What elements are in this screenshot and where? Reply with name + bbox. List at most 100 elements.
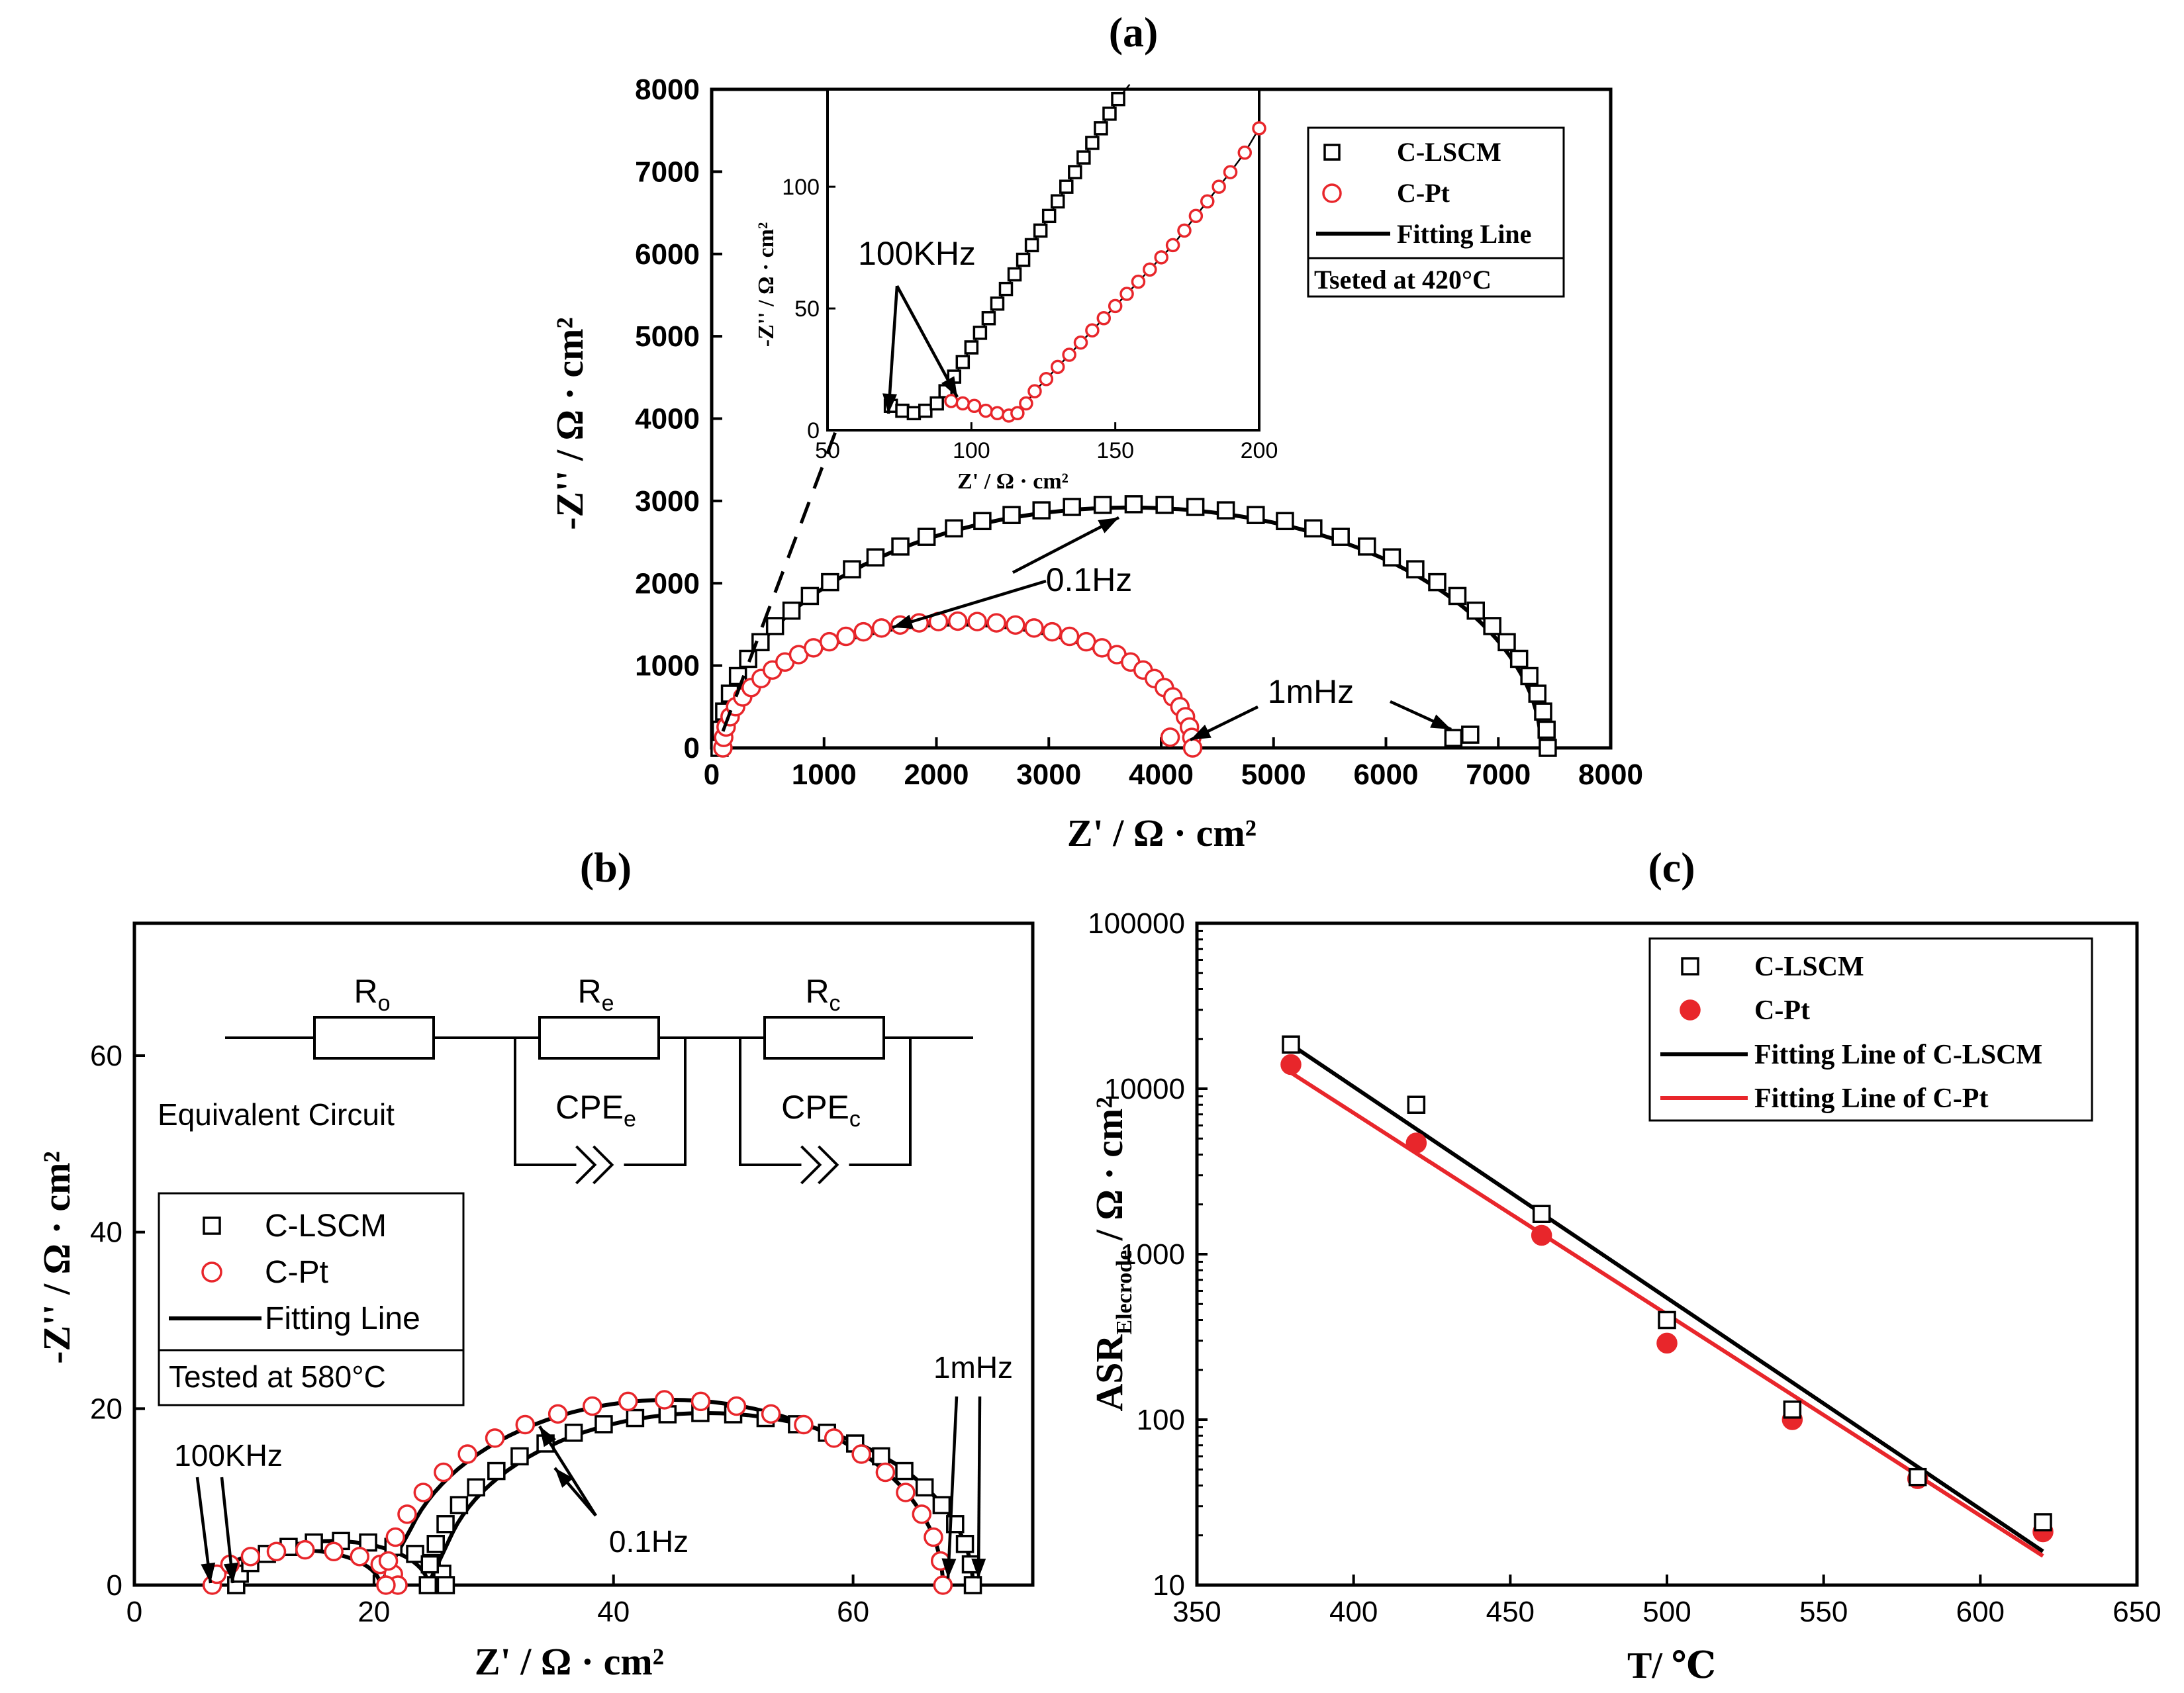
panel-b-ytick-label: 0 (107, 1569, 122, 1602)
resistor-rc (763, 1016, 885, 1060)
panel-a-point-lscm (1124, 495, 1143, 514)
panel-b-arrow-1mhz-head (941, 1558, 957, 1579)
panel-a-point-lscm (1186, 498, 1205, 516)
panel-b-ytick-label: 40 (90, 1216, 122, 1249)
panel-a-ytick-label: 6000 (635, 238, 700, 271)
panel-b-annot-0.1hz: 0.1Hz (609, 1524, 688, 1559)
label-ro-sub: o (378, 991, 391, 1016)
panel-a-point-lscm (1406, 560, 1425, 578)
panel-b-point-lscm (564, 1424, 583, 1442)
inset-ytick-label: 0 (807, 418, 820, 443)
panel-a-point-lscm (1483, 617, 1501, 635)
panel-b-point-pt (690, 1391, 711, 1412)
panel-a-xtick-label: 7000 (1466, 758, 1531, 791)
label-ro-main: R (354, 973, 377, 1010)
panel-b-point-pt (515, 1414, 536, 1435)
panel-a-ytick-label: 5000 (635, 320, 700, 353)
panel-c-ytick-label: 100000 (1088, 907, 1185, 940)
label-re-sub: e (602, 991, 614, 1016)
panel-a-point-lscm (1509, 649, 1529, 668)
panel-a-xtick-label: 3000 (1016, 758, 1081, 791)
panel-a-point-lscm (1461, 725, 1480, 744)
panel-a-point-lscm (1247, 506, 1265, 524)
panel-a-point-pt (1076, 631, 1096, 652)
panel-a-ytick-label: 7000 (635, 156, 700, 188)
panel-a-arrow-1mhz-head (1190, 724, 1211, 740)
inset-point-lscm (1076, 150, 1091, 165)
label-cpe-e-sub: e (624, 1107, 636, 1132)
legend-label-lscm: C-LSCM (265, 1209, 387, 1244)
panel-b-arrow-1mhz (941, 1396, 959, 1579)
panel-c-xtick-label: 500 (1642, 1596, 1691, 1628)
label-ro: Ro (354, 973, 390, 1016)
panel-b-point-lscm (955, 1535, 974, 1553)
inset-xtick-label: 100 (953, 438, 990, 463)
panel-a-point-lscm (1528, 684, 1547, 703)
panel-a-xtick-label: 8000 (1578, 758, 1643, 791)
cpe-symbol (818, 1145, 839, 1185)
panel-b-point-pt (385, 1527, 406, 1547)
panel-b-point-pt (434, 1462, 453, 1483)
panel-b-point-pt (933, 1575, 953, 1595)
inset-point-pt (1200, 194, 1215, 208)
panel-b-arrow-1mhz-head (971, 1558, 986, 1579)
panel-c-xtick-label: 450 (1486, 1596, 1535, 1628)
inset-point-lscm (895, 403, 910, 418)
panel-a-point-lscm (765, 617, 784, 635)
panel-b-arrow-1mhz-shaft (976, 1396, 982, 1579)
panel-b-arrow-100khz (195, 1477, 216, 1584)
panel-c-ytick-label: 1000 (1120, 1238, 1185, 1271)
panel-b-point-lscm (487, 1461, 506, 1481)
resistor-ro (313, 1016, 435, 1060)
panel-a-ylabel: -Z'' / Ω · cm² (548, 317, 591, 530)
panel-c-point-pt (1405, 1132, 1427, 1154)
panel-a-ytick-label: 0 (684, 732, 700, 764)
inset-arrow-100khz-shaft (886, 285, 899, 414)
panel-b-point-lscm (594, 1415, 613, 1434)
inset-point-pt (1223, 165, 1238, 179)
legend-label-lscm: C-LSCM (1397, 137, 1501, 167)
panel-b-xtick-label: 20 (357, 1596, 390, 1628)
inset-point-lscm (973, 326, 988, 340)
inset-point-lscm (1111, 91, 1125, 107)
panel-b-legend: C-LSCM C-Pt Fitting Line Tested at 580°C (158, 1192, 465, 1406)
inset-xtick-label: 200 (1241, 438, 1278, 463)
panel-a-point-lscm (1304, 519, 1323, 538)
panel-c-point-lscm (1532, 1205, 1551, 1223)
panel-b-point-pt (583, 1396, 602, 1416)
inset-arrow-100khz (896, 285, 959, 398)
panel-a-point-lscm (1002, 506, 1021, 524)
inset-point-pt (1165, 238, 1180, 253)
legend-marker-lscm (203, 1216, 221, 1235)
panel-b-arrow-100khz-head (223, 1563, 238, 1583)
panel-a-point-lscm (917, 527, 936, 546)
panel-b-point-pt (896, 1483, 916, 1502)
panel-b-point-lscm (915, 1478, 934, 1497)
panel-a-arrow-0.1hz (1012, 516, 1120, 574)
panel-c-ytick-label: 100 (1137, 1404, 1185, 1436)
panel-c-ytick-label: 10000 (1104, 1073, 1185, 1105)
panel-c-point-lscm (1282, 1035, 1300, 1054)
panel-a-point-lscm (973, 512, 992, 531)
panel-a-point-lscm (1497, 633, 1516, 652)
cpe-gap (801, 1145, 849, 1185)
legend-marker-pt (1680, 999, 1701, 1021)
panel-b-point-pt (266, 1541, 287, 1562)
inset-arrow-100khz-head (882, 393, 897, 414)
panel-a-point-pt (1160, 727, 1180, 747)
panel-c: (c) 350 400 450 500 550 600 650 10 100 1000 10000 10… (1088, 844, 2161, 1686)
panel-a-arrow-1mhz (1190, 705, 1258, 742)
panel-a-xtick-label: 5000 (1241, 758, 1306, 791)
panel-a-point-lscm (1155, 496, 1174, 514)
panel-a-point-lscm (945, 519, 963, 538)
panel-b-point-pt (376, 1575, 396, 1595)
panel-a-point-lscm (1093, 496, 1112, 514)
inset-point-pt (1154, 250, 1168, 265)
panel-b-arrow-0.1hz (553, 1467, 597, 1517)
panel-b-point-lscm (436, 1576, 455, 1594)
panel-a-point-lscm (1032, 501, 1051, 520)
panel-b-arrow-0.1hz (538, 1425, 597, 1517)
panel-b-annot-1mhz: 1mHz (933, 1350, 1013, 1385)
panel-c-xtick-label: 350 (1172, 1596, 1221, 1628)
